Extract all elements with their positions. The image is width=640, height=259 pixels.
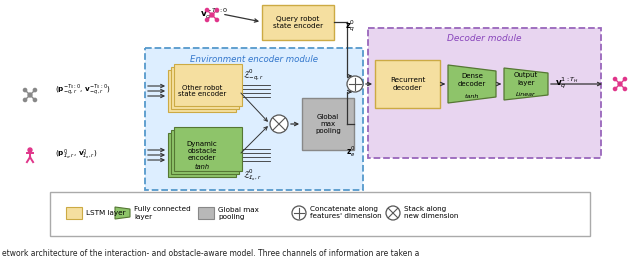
Circle shape — [623, 77, 627, 81]
Bar — [262, 5, 334, 40]
Text: Query robot
state encoder: Query robot state encoder — [273, 16, 323, 29]
Circle shape — [24, 98, 27, 102]
Text: etwork architecture of the interaction- and obstacle-aware model. Three channels: etwork architecture of the interaction- … — [2, 248, 419, 257]
Text: Output
layer: Output layer — [514, 73, 538, 85]
Circle shape — [205, 9, 209, 12]
Polygon shape — [504, 68, 548, 100]
Text: $\mathbf{z}_e^0$: $\mathbf{z}_e^0$ — [346, 145, 356, 160]
Text: Other robot
state encoder: Other robot state encoder — [178, 84, 226, 97]
Polygon shape — [448, 65, 496, 103]
Bar — [302, 98, 354, 150]
Circle shape — [28, 148, 32, 152]
Circle shape — [215, 18, 219, 21]
Text: Global max
pooling: Global max pooling — [218, 206, 259, 219]
Text: Stack along
new dimension: Stack along new dimension — [404, 206, 458, 219]
Text: $\mathcal{Z}_{-q,r}^0$: $\mathcal{Z}_{-q,r}^0$ — [243, 67, 264, 83]
Bar — [174, 127, 242, 171]
Text: $\mathcal{Z}_{\mathcal{I}_o,r}^0$: $\mathcal{Z}_{\mathcal{I}_o,r}^0$ — [243, 167, 262, 183]
Circle shape — [205, 18, 209, 21]
Bar — [198, 207, 214, 219]
Bar — [145, 48, 363, 190]
Bar — [66, 207, 82, 219]
Bar — [168, 70, 236, 112]
Text: Concatenate along
features' dimension: Concatenate along features' dimension — [310, 206, 381, 219]
Text: Dynamic
obstacle
encoder: Dynamic obstacle encoder — [187, 141, 218, 161]
Text: tanh: tanh — [195, 164, 209, 170]
Text: $(\mathbf{p}_{-q,r}^{-T_0:0},\,\mathbf{v}_{-q,r}^{-T_0:0})$: $(\mathbf{p}_{-q,r}^{-T_0:0},\,\mathbf{v… — [55, 82, 111, 98]
Circle shape — [270, 115, 288, 133]
Circle shape — [28, 93, 32, 97]
Circle shape — [623, 87, 627, 91]
Text: $\mathbf{v}_q^{1:T_H}$: $\mathbf{v}_q^{1:T_H}$ — [555, 75, 579, 91]
Circle shape — [386, 206, 400, 220]
Bar — [171, 130, 239, 174]
Text: LSTM layer: LSTM layer — [86, 210, 125, 216]
Bar — [168, 133, 236, 177]
Polygon shape — [115, 207, 130, 219]
Circle shape — [613, 87, 617, 91]
Circle shape — [292, 206, 306, 220]
Text: $\mathbf{z}_q^0$: $\mathbf{z}_q^0$ — [345, 18, 355, 34]
Text: Recurrent
decoder: Recurrent decoder — [390, 77, 425, 90]
Circle shape — [210, 13, 214, 17]
Text: $(\mathbf{p}_{\mathcal{I}_o,r}^{0},\,\mathbf{v}_{\mathcal{I}_o,r}^{0})$: $(\mathbf{p}_{\mathcal{I}_o,r}^{0},\,\ma… — [55, 148, 97, 162]
Bar — [368, 28, 601, 158]
Text: Decoder module: Decoder module — [447, 34, 522, 43]
Bar — [171, 67, 239, 109]
Bar — [375, 60, 440, 108]
Circle shape — [33, 98, 36, 102]
Text: tanh: tanh — [465, 93, 479, 98]
Circle shape — [24, 88, 27, 92]
Text: Environment encoder module: Environment encoder module — [190, 55, 318, 64]
Bar — [174, 64, 242, 106]
Circle shape — [618, 82, 622, 86]
Circle shape — [347, 76, 363, 92]
Circle shape — [215, 9, 219, 12]
Text: Global
max
pooling: Global max pooling — [315, 114, 341, 134]
Text: Fully connected
layer: Fully connected layer — [134, 206, 191, 219]
Text: Linear: Linear — [516, 91, 536, 97]
Text: $\mathbf{v}_q^{-T_0:0}$: $\mathbf{v}_q^{-T_0:0}$ — [200, 6, 228, 22]
Text: Dense
decoder: Dense decoder — [458, 74, 486, 87]
Circle shape — [613, 77, 617, 81]
Circle shape — [33, 88, 36, 92]
Bar — [50, 192, 590, 236]
